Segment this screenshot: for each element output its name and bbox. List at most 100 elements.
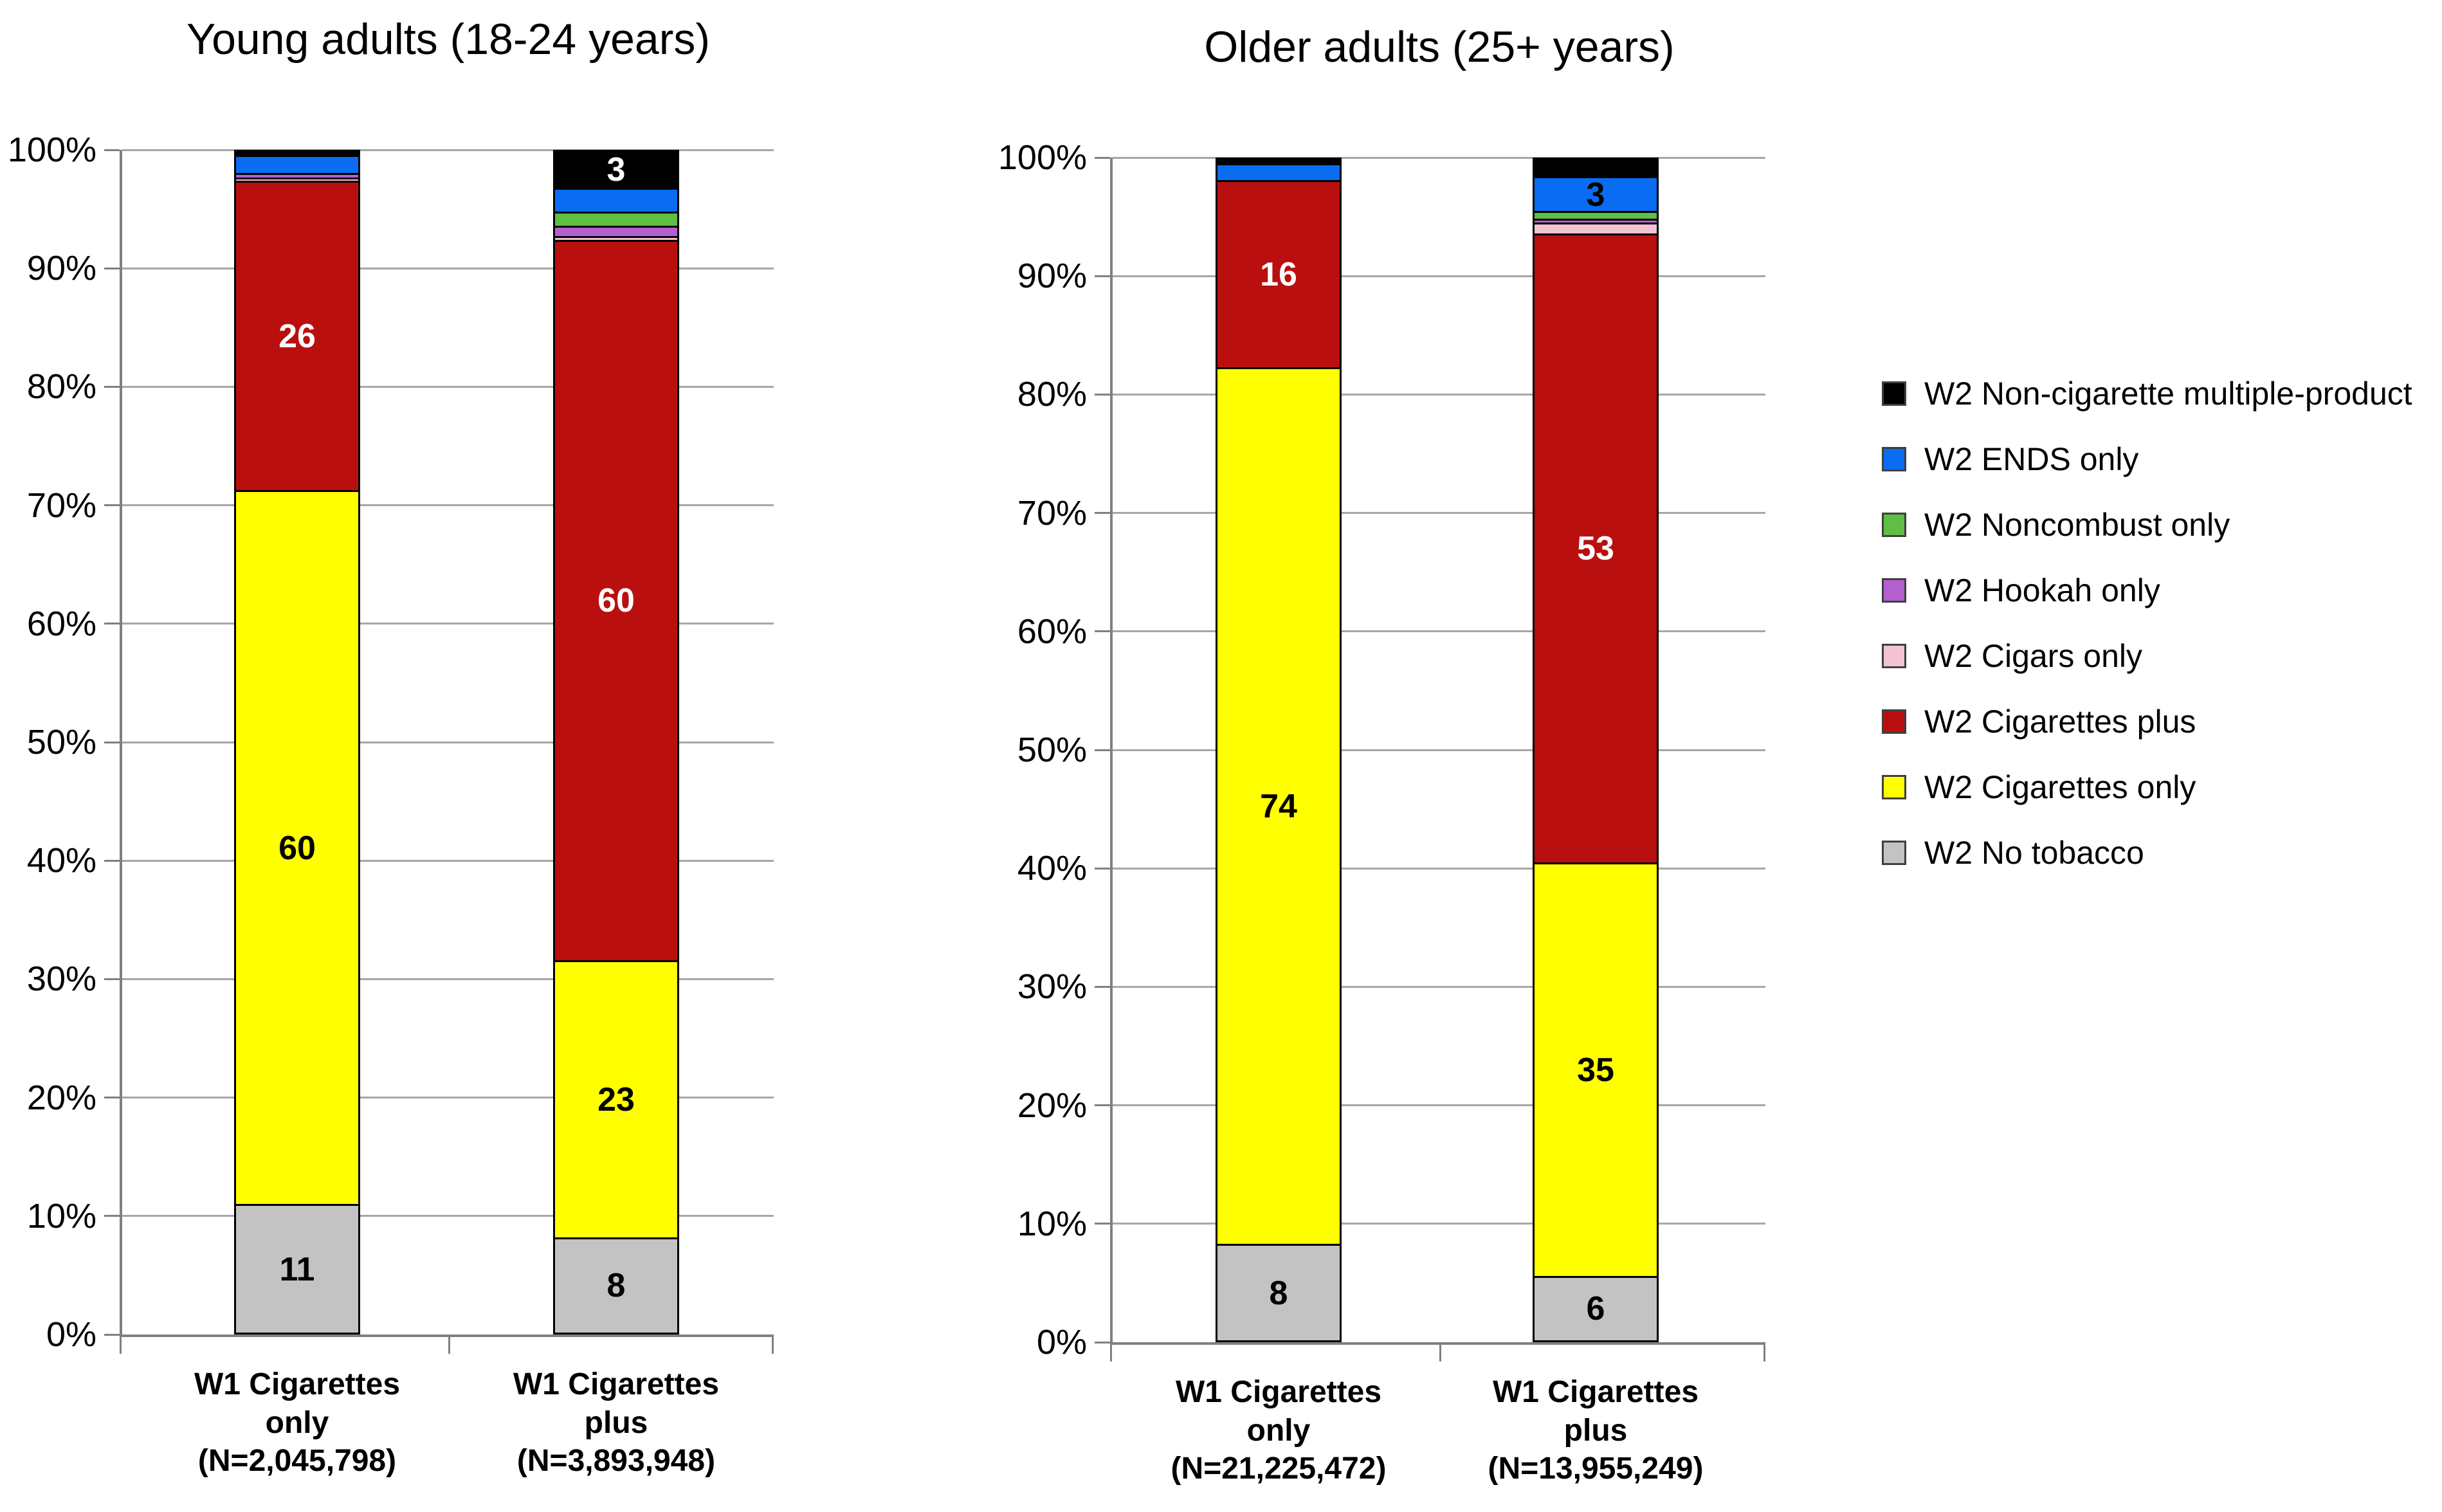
bar-segment: 8 [553, 1237, 679, 1334]
y-axis-tick-label: 30% [1017, 967, 1087, 1006]
legend-swatch [1882, 578, 1906, 603]
legend-swatch [1882, 841, 1906, 865]
y-axis-tick [1095, 393, 1110, 396]
y-axis-tick [1095, 156, 1110, 159]
y-axis-tick-label: 70% [26, 486, 96, 525]
bar-segment-value-label: 35 [1577, 1051, 1614, 1089]
y-axis-tick-label: 10% [1017, 1204, 1087, 1243]
y-axis-tick [104, 504, 120, 507]
y-axis-tick [104, 1333, 120, 1336]
gridline [122, 623, 774, 625]
y-axis-tick [1095, 985, 1110, 988]
x-category-label-line: W1 Cigarettes [1492, 1375, 1699, 1409]
gridline [1113, 985, 1765, 988]
gridline [122, 1215, 774, 1217]
x-category-label: W1 Cigarettes plus (N=3,893,948) [436, 1365, 796, 1480]
gridline [1113, 156, 1765, 159]
y-axis-tick-label: 80% [1017, 375, 1087, 414]
bar-segment-value-label: 8 [1269, 1274, 1288, 1312]
x-category-label-line: only [265, 1405, 329, 1440]
y-axis-tick [104, 267, 120, 269]
bar-segment [553, 236, 679, 240]
gridline [122, 385, 774, 388]
y-axis-tick [1095, 1341, 1110, 1343]
bar-segment-value-label: 8 [606, 1267, 626, 1305]
stacked-bar: 8 74 16 [1216, 158, 1342, 1342]
legend-swatch [1882, 709, 1906, 734]
y-axis-tick [104, 1097, 120, 1099]
bar-segment [1533, 223, 1659, 233]
bar-segment-value-label: 60 [278, 829, 316, 867]
y-axis-tick-label: 90% [26, 249, 96, 288]
y-axis-tick-label: 50% [26, 723, 96, 761]
y-axis-line [120, 150, 122, 1337]
x-axis-tick [120, 1337, 122, 1354]
bar-segment [1533, 158, 1659, 177]
x-category-label-line: plus [1563, 1413, 1628, 1448]
y-axis-tick-label: 40% [1017, 849, 1087, 888]
y-axis-tick [1095, 749, 1110, 751]
bar-segment-value-label: 3 [606, 150, 626, 188]
gridline [1113, 867, 1765, 870]
plot-area-young-adults: 11 60 26 8 23 60 3 [122, 149, 774, 1334]
bar-segment [234, 178, 360, 181]
bar-segment: 53 [1533, 233, 1659, 862]
y-axis-tick [1095, 1223, 1110, 1225]
x-category-label: W1 Cigarettes only (N=2,045,798) [117, 1365, 477, 1480]
bar-segment-value-label: 26 [278, 317, 316, 355]
bar-segment [1533, 218, 1659, 223]
gridline [1113, 630, 1765, 633]
legend-label: W2 Cigarettes plus [1924, 704, 2196, 740]
gridline [122, 149, 774, 151]
gridline [122, 859, 774, 862]
x-category-label-line: (N=3,893,948) [516, 1444, 716, 1479]
y-axis-tick [104, 623, 120, 625]
bar-segment: 3 [553, 150, 679, 188]
gridline [122, 1097, 774, 1099]
y-axis-tick [1095, 630, 1110, 633]
bar-segment: 60 [553, 240, 679, 960]
y-axis-tick [1095, 867, 1110, 870]
y-axis-tick [104, 978, 120, 980]
gridline [122, 978, 774, 980]
y-axis-tick-label: 100% [998, 138, 1087, 177]
bar-segment-value-label: 16 [1260, 256, 1297, 294]
x-axis-tick [772, 1337, 774, 1354]
bar-segment [553, 187, 679, 212]
y-axis-tick [104, 859, 120, 862]
stacked-bar: 11 60 26 [234, 150, 360, 1334]
y-axis-tick-label: 80% [26, 367, 96, 406]
x-axis-tick [448, 1337, 450, 1354]
legend-label: W2 Cigarettes only [1924, 769, 2196, 805]
y-axis-tick-label: 30% [26, 960, 96, 999]
bar-segment: 74 [1216, 367, 1342, 1244]
bar-segment [1216, 158, 1342, 164]
legend-swatch [1882, 644, 1906, 668]
x-category-label-line: (N=13,955,249) [1488, 1452, 1704, 1486]
legend-swatch [1882, 775, 1906, 799]
chart-title-young-adults: Young adults (18-24 years) [186, 15, 711, 64]
bar-segment: 23 [553, 960, 679, 1237]
y-axis-tick [104, 741, 120, 743]
gridline [122, 504, 774, 507]
gridline [1113, 1104, 1765, 1107]
gridline [122, 267, 774, 269]
y-axis-tick-label: 90% [1017, 257, 1087, 296]
chart-title-older-adults: Older adults (25+ years) [1204, 23, 1675, 71]
y-axis-tick-label: 10% [26, 1196, 96, 1235]
y-axis-line [1110, 158, 1113, 1345]
x-category-label-line: W1 Cigarettes [194, 1367, 401, 1401]
legend-label: W2 ENDS only [1924, 441, 2139, 477]
bar-segment: 11 [234, 1204, 360, 1334]
x-axis-tick [1439, 1345, 1441, 1362]
x-category-label-line: (N=2,045,798) [197, 1444, 397, 1479]
legend-label: W2 No tobacco [1924, 835, 2144, 871]
y-axis-tick-label: 20% [26, 1078, 96, 1117]
legend-label: W2 Noncombust only [1924, 507, 2230, 543]
x-category-label-line: W1 Cigarettes [513, 1367, 720, 1401]
legend-label: W2 Hookah only [1924, 572, 2160, 608]
bar-segment [234, 155, 360, 173]
y-axis-tick-label: 70% [1017, 493, 1087, 533]
gridline [1113, 1223, 1765, 1225]
